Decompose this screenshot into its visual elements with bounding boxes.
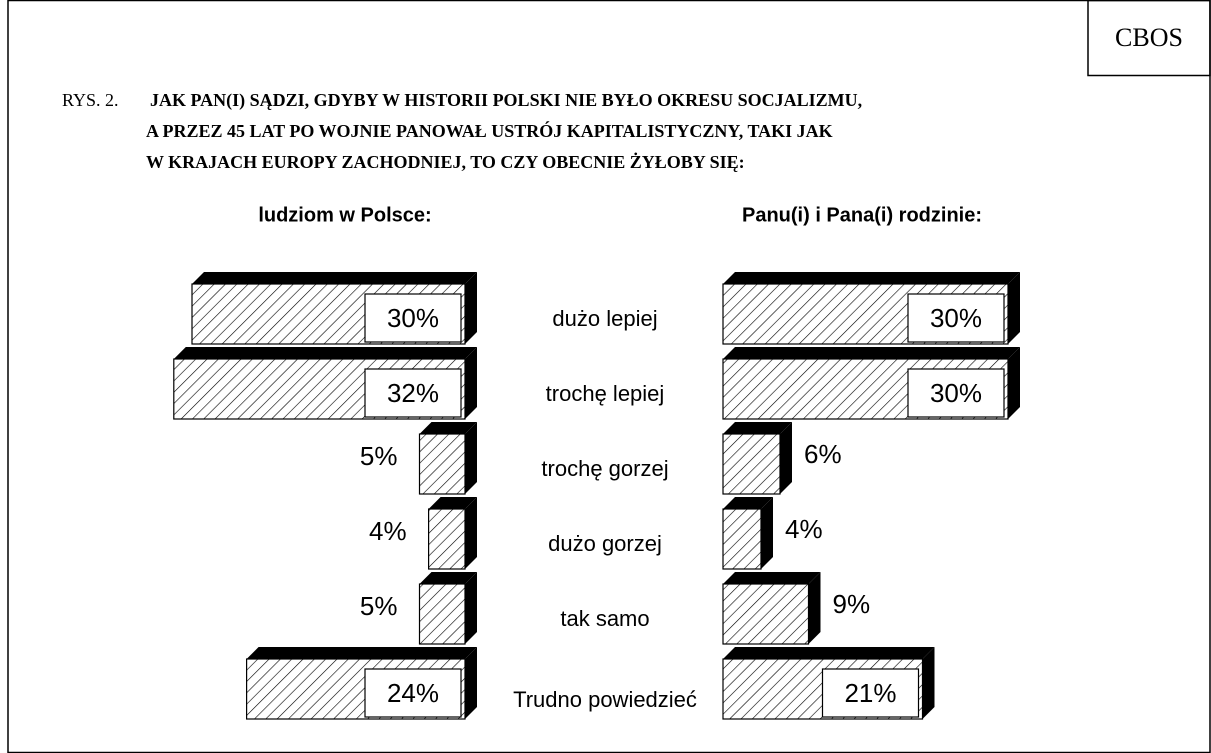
value-label-box (364, 293, 462, 343)
bar-depth (465, 497, 477, 569)
bar-depth (1008, 347, 1020, 419)
bar-depth (723, 422, 792, 434)
chart-title: ludziom w Polsce: (258, 204, 431, 226)
category-label: trochę gorzej (541, 456, 668, 481)
value-label-box (907, 293, 1005, 343)
value-label: 5% (360, 591, 398, 621)
bar-depth (761, 497, 773, 569)
bar-depth (428, 497, 477, 509)
source-box (1087, 0, 1211, 77)
category-label: dużo lepiej (552, 306, 657, 331)
value-label: 4% (785, 514, 823, 544)
value-label: 9% (833, 589, 871, 619)
bar-depth (419, 422, 477, 434)
bar-depth (192, 272, 477, 284)
chart-title: Panu(i) i Pana(i) rodzinie: (742, 204, 982, 226)
value-label: 30% (930, 303, 982, 333)
bar-depth (723, 347, 1020, 359)
bar-depth (465, 347, 477, 419)
title-line: A PRZEZ 45 LAT PO WOJNIE PANOWAŁ USTRÓJ … (146, 120, 833, 141)
bar-depth (173, 347, 478, 359)
bar-depth (1008, 272, 1020, 344)
title-line: W KRAJACH EUROPY ZACHODNIEJ, TO CZY OBEC… (146, 152, 745, 172)
bar-depth (246, 647, 477, 659)
title-line: JAK PAN(I) SĄDZI, GDYBY W HISTORII POLSK… (150, 90, 862, 111)
bar-depth (419, 572, 477, 584)
bar (428, 508, 466, 570)
value-label-box (907, 368, 1005, 418)
value-label-box (821, 668, 920, 718)
bar (722, 508, 762, 570)
figure-label: RYS. 2. (62, 90, 119, 110)
bar-depth (922, 647, 935, 719)
value-label: 4% (369, 516, 407, 546)
value-label: 30% (930, 378, 982, 408)
bar-depth (465, 272, 477, 344)
bar-depth (780, 422, 792, 494)
bar-depth (723, 497, 773, 509)
category-label: dużo gorzej (548, 531, 662, 556)
value-label: 30% (387, 303, 439, 333)
bar-depth (723, 272, 1020, 284)
value-label-box (364, 368, 462, 418)
value-label: 32% (387, 378, 439, 408)
bar-depth (465, 647, 477, 719)
value-label-box (364, 668, 462, 718)
category-label: trochę lepiej (546, 381, 665, 406)
category-label: tak samo (560, 606, 649, 631)
category-label: Trudno powiedzieć (513, 687, 697, 712)
value-label: 6% (804, 439, 842, 469)
value-label: 21% (844, 678, 896, 708)
value-label: 5% (360, 441, 398, 471)
bar-depth (723, 572, 821, 584)
bar (722, 433, 781, 495)
bar (722, 583, 810, 645)
source: CBOS (1115, 23, 1183, 52)
bar (418, 433, 466, 495)
bar-depth (465, 572, 477, 644)
bar-depth (808, 572, 821, 644)
bar-depth (465, 422, 477, 494)
bar (418, 583, 466, 645)
value-label: 24% (387, 678, 439, 708)
bar-depth (723, 647, 935, 659)
